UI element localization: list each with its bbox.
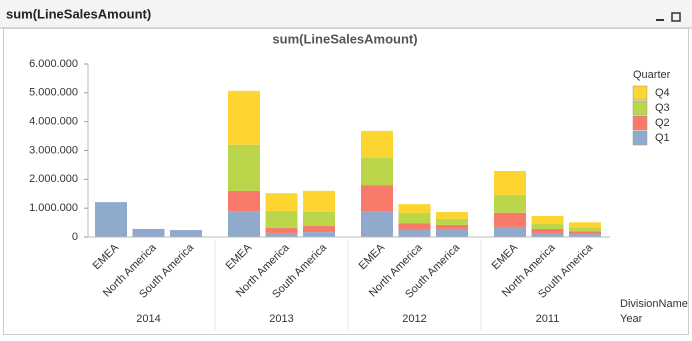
bar-segment [398,230,431,237]
bar-segment [569,231,601,235]
legend-swatch [632,130,648,146]
y-tick-label: 2.000.000 [29,173,78,185]
group-label: 2011 [536,313,560,325]
y-tick-label: 1.000.000 [29,202,78,214]
bar-segment [265,232,298,237]
group-label: 2012 [402,313,426,325]
group-label: 2014 [136,313,160,325]
y-tick-label: 3.000.000 [29,144,78,156]
bar-segment [436,224,468,229]
bar-segment [436,228,468,237]
y-tick-label: 0 [72,231,78,243]
bar-segment [398,204,431,214]
legend-swatch [632,85,648,101]
window-title: sum(LineSalesAmount) [6,6,151,21]
bar-segment [132,228,165,237]
legend-label: Q2 [655,117,670,129]
legend-label: Q3 [655,102,670,114]
bar-segment [531,224,564,229]
bar-segment [303,232,335,237]
legend-swatch [632,100,648,116]
bar-segment [436,218,468,225]
legend-label: Q4 [655,87,670,99]
bar-segment [228,90,260,145]
y-tick-label: 6.000.000 [29,58,78,70]
bar-segment [170,230,202,237]
bar-segment [494,194,526,213]
bar-segment [228,190,260,212]
legend-title: Quarter [633,69,671,81]
bar-segment [361,211,393,237]
group-label: 2013 [269,313,293,325]
x-axis-title: DivisionName [620,298,688,310]
bar-segment [531,232,564,237]
legend-swatch [632,115,648,131]
chart-panel [3,28,689,335]
bar-segment [398,213,431,224]
bar-segment [494,170,526,195]
maximize-button[interactable] [671,12,681,22]
group-axis-title: Year [620,313,643,325]
chart-title: sum(LineSalesAmount) [272,31,417,46]
bar-segment [569,234,601,237]
bar-segment [303,211,335,227]
bar-segment [569,222,601,228]
y-tick-label: 5.000.000 [29,87,78,99]
bar-segment [265,228,298,233]
bar-segment [265,193,298,212]
bar-segment [436,211,468,219]
legend-label: Q1 [655,132,670,144]
bar-segment [494,226,526,237]
bar-segment [265,211,298,229]
y-tick-label: 4.000.000 [29,116,78,128]
bar-segment [303,190,335,212]
bar-segment [361,130,393,158]
bar-segment [531,215,564,225]
bar-segment [303,226,335,233]
bar-segment [95,202,127,237]
header-bar [0,0,692,28]
bar-segment [228,211,260,237]
bar-segment [398,223,431,231]
bar-segment [494,212,526,227]
bar-segment [531,228,564,233]
bar-segment [361,185,393,212]
bar-segment [569,227,601,232]
bar-segment [228,144,260,191]
bar-segment [361,157,393,186]
